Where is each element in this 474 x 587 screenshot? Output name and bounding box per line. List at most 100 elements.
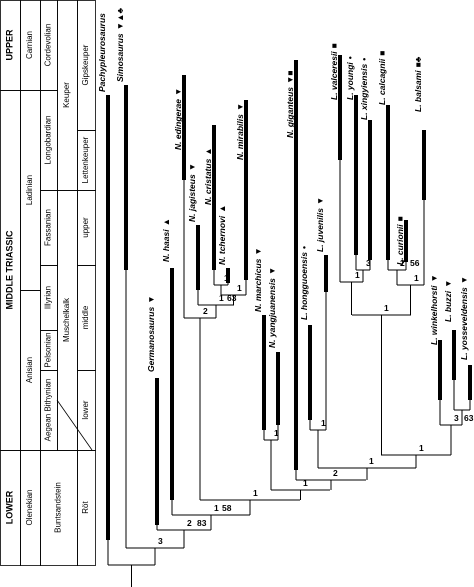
- node-support: 58: [222, 503, 232, 513]
- taxon-label: L. calcagnii ■: [377, 51, 387, 105]
- strat-label: Gipskeuper: [81, 44, 90, 85]
- taxon-label: N. marchicus ▼: [253, 247, 263, 312]
- strat-label: middle: [81, 305, 90, 329]
- node-support: 83: [197, 518, 207, 528]
- taxon-name: N. tchernovi: [217, 215, 227, 265]
- strat-label: Muschelkalk: [62, 297, 71, 342]
- stratigraphic-table: UPPER MIDDLE TRIASSIC LOWER Carnian Ladinian…: [0, 0, 96, 566]
- strat-label: Buntsandstein: [54, 482, 63, 533]
- taxon-symbols: ▼: [459, 276, 469, 284]
- strat-label: UPPER: [4, 29, 14, 61]
- taxon-symbols: ▲: [203, 147, 213, 155]
- taxon-name: N. jagisteus: [187, 174, 197, 222]
- taxon-symbols: ▼▲♣: [115, 8, 125, 31]
- taxon-label: L. valceresii ■: [329, 43, 339, 100]
- node-support: 2: [187, 518, 192, 528]
- taxon-symbols: ■: [395, 216, 405, 221]
- taxon-symbols: ▼: [235, 103, 245, 111]
- node-support: 1: [419, 443, 424, 453]
- table-cell: [77, 450, 96, 566]
- taxon-symbols: ▲: [217, 204, 227, 212]
- taxon-label: N. jagisteus ▼: [187, 163, 197, 222]
- strat-label: Fassanian: [44, 209, 53, 246]
- taxon-symbols: ▼■: [285, 70, 295, 84]
- taxon-symbols: ▼: [187, 163, 197, 171]
- taxon-symbols: ▼: [253, 247, 263, 255]
- node-support: 1: [321, 418, 326, 428]
- node-support: 1: [369, 456, 374, 466]
- taxon-symbols: ▼: [173, 88, 183, 96]
- taxon-symbols: •: [359, 58, 369, 61]
- strat-label: Röt: [81, 501, 90, 514]
- taxon-label: N. tchernovi ▲: [217, 204, 227, 265]
- strat-label: MIDDLE TRIASSIC: [4, 230, 14, 310]
- taxon-label: L. balsami ■♣: [413, 56, 423, 112]
- taxon-name: L. calcagnii: [377, 58, 387, 105]
- strat-label: Keuper: [62, 82, 71, 108]
- node-support: 1: [214, 503, 219, 513]
- taxon-name: N. cristatus: [203, 158, 213, 205]
- node-support: 1: [253, 488, 258, 498]
- node-support: 1: [414, 273, 419, 283]
- taxon-name: L. winkelhorsti: [429, 285, 439, 345]
- node-support: 1: [224, 273, 229, 283]
- node-support: 3: [366, 258, 371, 268]
- taxon-name: L. youngi: [345, 62, 355, 100]
- node-support: 1: [274, 428, 279, 438]
- taxon-symbols: ▼: [315, 197, 325, 205]
- taxon-name: L. xingyiensis: [359, 64, 369, 120]
- taxon-label: N. cristatus ▲: [203, 147, 213, 205]
- taxon-symbols: •: [299, 246, 309, 249]
- taxon-name: L. yosseveldensis: [459, 287, 469, 360]
- taxon-symbols: ▼: [429, 274, 439, 282]
- strat-label: LOWER: [4, 490, 14, 524]
- node-support: 1: [303, 478, 308, 488]
- node-support: 3: [158, 536, 163, 546]
- node-support: 1: [237, 283, 242, 293]
- node-support: 63: [227, 293, 237, 303]
- diagonal-boundary: [56, 399, 93, 451]
- strat-label: Cordevolian: [44, 24, 53, 67]
- taxon-name: L. curionii: [395, 224, 405, 265]
- taxon-symbols: •: [345, 56, 355, 59]
- strat-label: Pelsonian: [44, 332, 53, 367]
- taxon-name: L. buzzi: [443, 290, 453, 322]
- taxon-name: Germanosaurus: [146, 307, 156, 372]
- strat-label: Ladinian: [25, 175, 34, 205]
- taxon-label: Pachypleurosaurus: [97, 13, 107, 92]
- strat-label: lower: [81, 400, 90, 419]
- taxon-name: L. valceresii: [329, 51, 339, 100]
- taxon-name: N. mirabilis: [235, 114, 245, 160]
- node-support: 2: [400, 258, 405, 268]
- taxon-label: L. hongguoensis •: [299, 246, 309, 320]
- strat-label: Aegean Bithynian: [44, 379, 53, 442]
- strat-label: Illyrian: [44, 286, 53, 309]
- node-support: 3: [454, 413, 459, 423]
- taxon-name: L. hongguoensis: [299, 252, 309, 320]
- strat-label: Anisian: [25, 357, 34, 383]
- taxon-label: L. buzzi ▼: [443, 279, 453, 322]
- strat-label: Carnian: [25, 31, 34, 59]
- taxon-label: L. winkelhorsti ▼: [429, 274, 439, 345]
- taxon-name: N. yangjuanensis: [267, 278, 277, 348]
- phylogeny: Pachypleurosaurus Simosaurus ▼▲♣ Germanosau…: [97, 8, 474, 587]
- strat-label: Lettenkeuper: [81, 136, 90, 183]
- node-support: 2: [203, 306, 208, 316]
- taxon-label: N. giganteus ▼■: [285, 70, 295, 138]
- taxon-label: Germanosaurus ▼: [146, 295, 156, 372]
- taxon-symbols: ▲: [161, 218, 171, 226]
- taxon-name: N. haasi: [161, 229, 171, 262]
- node-support: 1: [384, 303, 389, 313]
- taxon-label: L. juvenilis ▼: [315, 197, 325, 252]
- strat-label: Olenekian: [25, 489, 34, 525]
- taxon-name: N. giganteus: [285, 87, 295, 138]
- taxon-symbols: ■: [329, 43, 339, 48]
- taxon-name: N. marchicus: [253, 258, 263, 312]
- taxon-label: N. haasi ▲: [161, 218, 171, 262]
- taxon-name: N. edingerae: [173, 99, 183, 150]
- strat-label: Longobardian: [44, 116, 53, 165]
- node-support: 1: [219, 293, 224, 303]
- taxon-label: Simosaurus ▼▲♣: [115, 8, 125, 82]
- taxon-name: Pachypleurosaurus: [97, 13, 107, 92]
- taxon-label: N. mirabilis ▼: [235, 103, 245, 160]
